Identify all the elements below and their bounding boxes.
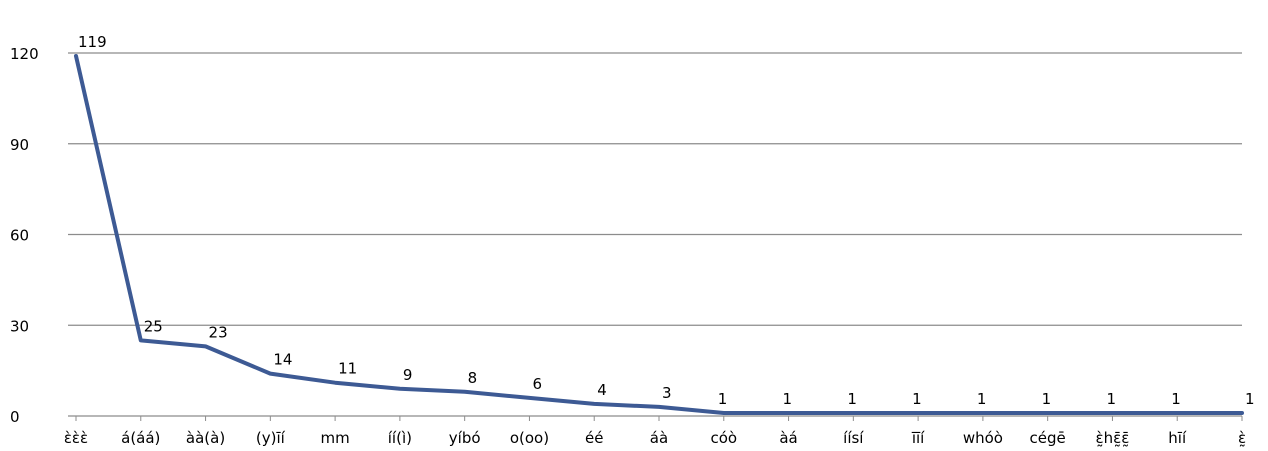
y-axis-tick-labels: 0 30 60 90 120 <box>10 45 39 426</box>
data-label: 8 <box>468 369 478 387</box>
data-label: 1 <box>1171 390 1181 408</box>
data-label: 1 <box>1245 390 1255 408</box>
data-label: 1 <box>912 390 922 408</box>
data-label: 6 <box>532 375 542 393</box>
data-label: 1 <box>847 390 857 408</box>
y-tick-label: 0 <box>10 408 20 426</box>
data-label: 1 <box>783 390 793 408</box>
data-label: 3 <box>662 384 672 402</box>
x-tick-label: cégē <box>1030 429 1066 447</box>
x-tick-label: áà <box>650 429 668 447</box>
x-tick-label: á(áá) <box>121 429 160 447</box>
data-label: 14 <box>273 351 292 369</box>
x-tick-label: ὲ̰hε̰̄ε̰̄ <box>1096 429 1130 447</box>
data-label: 1 <box>977 390 987 408</box>
x-tick-label: yíbó <box>449 429 481 447</box>
data-label: 4 <box>597 381 607 399</box>
x-tick-label: íí(ì) <box>388 429 412 447</box>
data-label: 1 <box>1106 390 1116 408</box>
data-label: 119 <box>78 33 107 51</box>
x-tick-label: àà(à) <box>186 429 225 447</box>
gridlines <box>68 52 1243 421</box>
data-label: 1 <box>718 390 728 408</box>
series-line-group <box>74 54 1244 415</box>
x-tick-label: hı̄í <box>1168 429 1187 447</box>
x-tick-label: (y)ı̄í <box>256 429 286 447</box>
y-tick-label: 30 <box>10 317 29 335</box>
x-tick-label: whóò <box>963 429 1003 447</box>
x-tick-label: ὲὲὲ <box>64 429 88 447</box>
data-label: 23 <box>209 323 228 341</box>
data-label: 11 <box>338 360 357 378</box>
data-label: 9 <box>403 366 413 384</box>
x-tick-label: àá <box>779 429 797 447</box>
x-tick-label: íísí <box>843 429 864 447</box>
data-label: 25 <box>144 317 163 335</box>
y-tick-label: 60 <box>10 227 29 245</box>
x-tick-label: ὲ̰ <box>1238 429 1246 447</box>
x-axis-tick-labels: ὲὲὲ á(áá) àà(à) (y)ı̄í mm íí(ì) yíbó o(oo) éé áà c… <box>64 429 1246 447</box>
x-tick-label: cóò <box>710 429 737 447</box>
data-label: 1 <box>1042 390 1052 408</box>
series-line <box>74 54 1244 415</box>
x-tick-label: éé <box>585 429 603 447</box>
x-tick-label: ı̄ı̄í <box>912 429 925 447</box>
x-tick-label: o(oo) <box>510 429 549 447</box>
y-tick-label: 120 <box>10 45 39 63</box>
x-tick-label: mm <box>320 429 349 447</box>
y-tick-label: 90 <box>10 136 29 154</box>
